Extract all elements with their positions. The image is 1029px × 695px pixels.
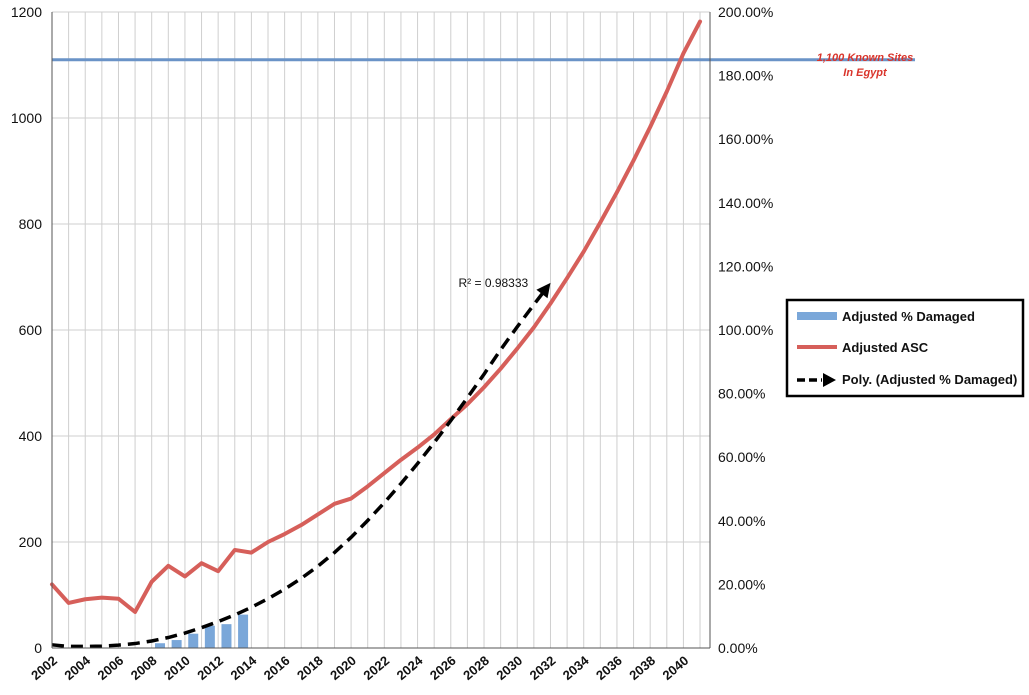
reference-annotation-line1: 1,100 Known Sites <box>817 52 914 64</box>
legend-label-adjusted-asc: Adjusted ASC <box>842 340 929 355</box>
y-right-tick-label: 60.00% <box>718 449 765 465</box>
bar <box>204 625 215 648</box>
trend-arrow <box>536 282 551 299</box>
y-left-tick-label: 0 <box>34 640 42 656</box>
legend-swatch-bar <box>797 312 837 320</box>
x-tick-label: 2006 <box>95 653 127 683</box>
legend: Adjusted % Damaged Adjusted ASC Poly. (A… <box>785 298 1025 398</box>
x-tick-label: 2028 <box>460 653 492 683</box>
legend-label-adjusted-percent-damaged: Adjusted % Damaged <box>842 309 975 324</box>
y-right-tick-label: 200.00% <box>718 4 773 20</box>
x-tick-label: 2030 <box>493 653 525 683</box>
y-left-tick-label: 200 <box>19 534 43 550</box>
x-tick-label: 2020 <box>327 653 359 683</box>
x-tick-label: 2010 <box>161 653 193 683</box>
reference-annotation: 1,100 Known Sites In Egypt <box>817 52 914 79</box>
x-tick-label: 2026 <box>427 653 459 683</box>
x-tick-label: 2012 <box>194 653 226 683</box>
x-tick-label: 2032 <box>527 653 559 683</box>
y-left-tick-label: 1000 <box>11 110 42 126</box>
bar <box>238 614 249 648</box>
r-squared-label: R² = 0.98333 <box>458 276 528 290</box>
asc-line <box>50 19 703 614</box>
legend-swatch-arrow <box>823 373 836 387</box>
x-tick-label: 2004 <box>61 652 93 683</box>
y-left-tick-label: 400 <box>19 428 43 444</box>
bar <box>188 633 199 648</box>
y-right-tick-label: 100.00% <box>718 322 773 338</box>
bar <box>221 624 232 648</box>
bar-series-adjusted-percent-damaged <box>155 614 249 648</box>
x-tick-label: 2036 <box>593 653 625 683</box>
x-tick-label: 2040 <box>660 653 692 683</box>
y-right-tick-label: 120.00% <box>718 258 773 274</box>
x-tick-label: 2034 <box>560 652 592 683</box>
trend-line <box>51 289 546 649</box>
y-axis-left-ticks: 0 200 400 600 800 1000 1200 <box>11 4 42 656</box>
y-right-tick-label: 20.00% <box>718 576 765 592</box>
bar <box>171 640 182 648</box>
y-right-tick-label: 160.00% <box>718 131 773 147</box>
gridlines <box>51 11 710 649</box>
x-tick-label: 2008 <box>128 653 160 683</box>
y-right-tick-label: 40.00% <box>718 513 765 529</box>
x-axis-ticks: 2002 2004 2006 2008 2010 2012 2014 2016 2018 2020… <box>28 652 691 683</box>
line-series-adjusted-asc <box>50 19 703 614</box>
trend-series-poly-adjusted-damaged <box>51 282 551 649</box>
x-tick-label: 2002 <box>28 653 60 683</box>
y-right-tick-label: 80.00% <box>718 386 765 402</box>
y-left-tick-label: 800 <box>19 216 43 232</box>
y-axis-right-ticks: 0.00% 20.00% 40.00% 60.00% 80.00% 100.00% 120.… <box>718 4 773 656</box>
x-tick-label: 2016 <box>261 653 293 683</box>
x-tick-label: 2022 <box>360 653 392 683</box>
y-right-tick-label: 0.00% <box>718 640 758 656</box>
x-tick-label: 2014 <box>228 652 260 683</box>
y-left-tick-label: 1200 <box>11 4 42 20</box>
x-tick-label: 2024 <box>394 652 426 683</box>
bar <box>155 643 166 648</box>
axes <box>51 12 711 649</box>
x-tick-label: 2018 <box>294 653 326 683</box>
y-right-tick-label: 180.00% <box>718 68 773 84</box>
x-tick-label: 2038 <box>626 653 658 683</box>
y-left-tick-label: 600 <box>19 322 43 338</box>
reference-annotation-line2: In Egypt <box>843 67 888 79</box>
legend-label-poly-trend: Poly. (Adjusted % Damaged) <box>842 372 1017 387</box>
y-right-tick-label: 140.00% <box>718 195 773 211</box>
